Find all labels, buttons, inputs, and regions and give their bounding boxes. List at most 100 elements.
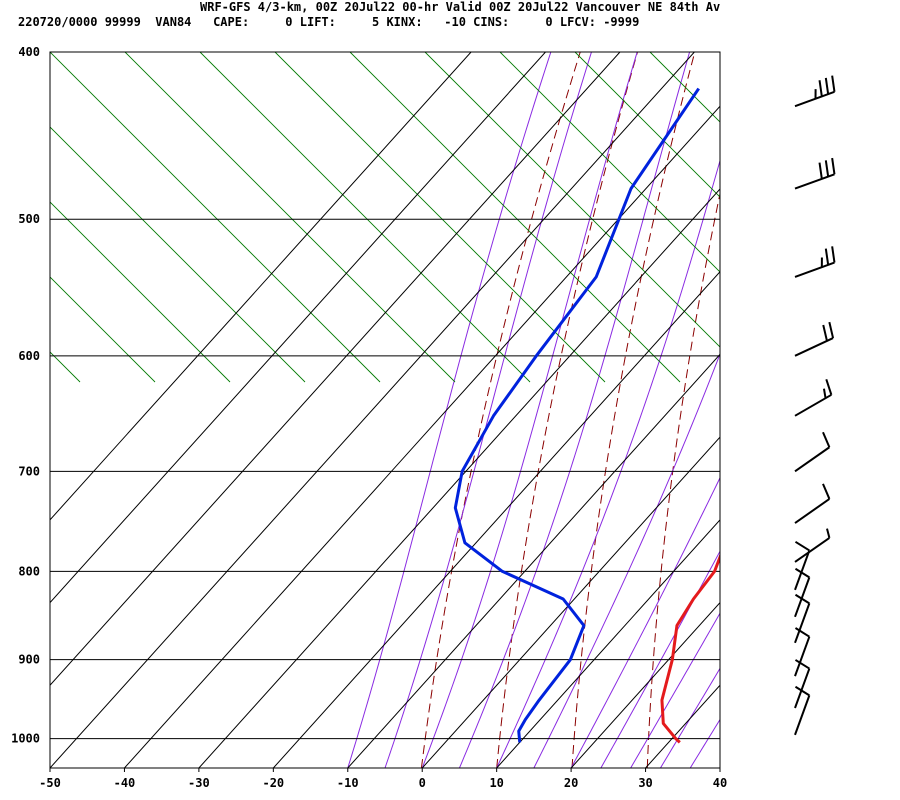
temperature-tick-label: -20 xyxy=(262,776,284,790)
wind-barb-flag xyxy=(831,75,836,92)
wind-barb-flag xyxy=(794,659,810,670)
pressure-tick-label: 900 xyxy=(18,653,40,667)
moist-adiabat xyxy=(660,667,720,768)
moist-adiabat xyxy=(533,352,720,768)
isotherm xyxy=(421,436,720,768)
wind-barb-shaft xyxy=(794,603,811,644)
mixing-ratio-line xyxy=(50,52,381,383)
pressure-tick-label: 500 xyxy=(18,212,40,226)
dry-adiabat xyxy=(870,52,900,768)
chart-header: WRF-GFS 4/3-km, 00Z 20Jul22 00-hr Valid … xyxy=(0,0,900,32)
wind-barb-flag xyxy=(794,627,810,638)
isotherm xyxy=(645,684,720,768)
isotherm xyxy=(50,52,546,604)
wind-barb xyxy=(794,528,831,563)
isotherm xyxy=(496,519,720,768)
temperature-tick-label: -30 xyxy=(188,776,210,790)
wind-barb-flag xyxy=(822,324,828,342)
mixing-ratio-line xyxy=(649,52,720,123)
wind-barb xyxy=(794,685,811,736)
chart-title: WRF-GFS 4/3-km, 00Z 20Jul22 00-hr Valid … xyxy=(200,0,721,14)
temperature-tick-label: -40 xyxy=(114,776,136,790)
wind-barb-shaft xyxy=(794,577,811,618)
wind-barb-shaft xyxy=(794,446,830,473)
moist-adiabat xyxy=(347,52,552,768)
isotherm xyxy=(50,52,621,687)
pressure-tick-label: 400 xyxy=(18,45,40,59)
pressure-tick-label: 1000 xyxy=(11,732,40,746)
mixing-ratio-line xyxy=(50,201,231,383)
isotherm xyxy=(719,767,720,768)
temperature-tick-label: -10 xyxy=(337,776,359,790)
temperature-tick-label: 0 xyxy=(419,776,426,790)
mixing-ratio-line xyxy=(199,52,531,383)
wind-barb-flag xyxy=(831,157,836,175)
mixing-ratio-line xyxy=(50,126,306,383)
plot-frame xyxy=(49,51,721,769)
wind-barb xyxy=(794,246,836,278)
isotherm xyxy=(124,105,720,768)
wind-barb-shaft xyxy=(794,695,811,736)
wind-barb xyxy=(794,157,836,190)
moist-adiabat xyxy=(496,158,720,768)
isotherm xyxy=(570,601,720,768)
wind-barb-shaft xyxy=(794,498,830,524)
wind-barb-flag xyxy=(794,593,810,605)
isotherm xyxy=(347,353,720,768)
mixing-ratio-line xyxy=(875,52,900,382)
isotherm xyxy=(50,52,472,521)
mixing-ratio-line xyxy=(725,52,900,382)
dewpoint-profile xyxy=(453,87,700,743)
moist-adiabat xyxy=(570,476,720,768)
wind-barb-shaft xyxy=(794,668,811,709)
wind-barb-flag xyxy=(822,388,827,399)
moist-adiabat xyxy=(600,550,720,768)
wind-barb-shaft xyxy=(794,90,835,108)
wind-barb-flag xyxy=(822,483,831,500)
dry-adiabat xyxy=(571,52,696,768)
plot-area xyxy=(0,52,900,768)
wind-barb-flag xyxy=(824,160,830,177)
wind-barb xyxy=(794,321,835,357)
mixing-ratio-line xyxy=(499,52,720,273)
wind-barb xyxy=(794,483,831,524)
moist-adiabat xyxy=(421,52,638,768)
stability-indices: 220720/0000 99999 VAN84 CAPE: 0 LIFT: 5 … xyxy=(18,15,640,29)
moist-adiabat xyxy=(458,52,691,768)
wind-barb-flag xyxy=(826,528,831,539)
wind-barb-flag xyxy=(831,246,836,263)
wind-barb xyxy=(794,659,811,709)
temperature-tick-label: 20 xyxy=(564,776,578,790)
mixing-ratio-line xyxy=(274,52,606,383)
wind-barb xyxy=(794,75,836,108)
mixing-ratio-line xyxy=(50,351,81,383)
wind-barb-flag xyxy=(794,685,810,697)
wind-barb-shaft xyxy=(794,537,830,563)
wind-barb xyxy=(794,431,831,473)
wind-barb xyxy=(794,378,833,417)
mixing-ratio-line xyxy=(50,276,156,383)
wind-barb-shaft xyxy=(794,550,811,591)
isotherm xyxy=(272,270,720,768)
dry-adiabat xyxy=(496,52,639,768)
mixing-ratio-line xyxy=(800,52,900,382)
moist-adiabat xyxy=(384,52,592,768)
isotherm xyxy=(198,188,720,768)
wind-barb-shaft xyxy=(794,393,832,417)
wind-barb-shaft xyxy=(794,173,835,190)
wind-barb xyxy=(794,567,811,618)
mixing-ratio-line xyxy=(574,52,720,198)
wind-barb-flag xyxy=(794,567,810,579)
wind-barb-shaft xyxy=(794,337,834,357)
dry-adiabat xyxy=(420,52,581,768)
temperature-tick-label: -50 xyxy=(39,776,61,790)
mixing-ratio-line xyxy=(424,52,720,348)
wind-barb-shaft xyxy=(794,261,835,278)
wind-barb xyxy=(794,540,811,591)
isotherm xyxy=(50,52,695,768)
moist-adiabat xyxy=(630,612,720,768)
wind-barb-flag xyxy=(794,540,810,552)
wind-barb xyxy=(794,593,811,644)
mixing-ratio-line xyxy=(0,52,5,382)
